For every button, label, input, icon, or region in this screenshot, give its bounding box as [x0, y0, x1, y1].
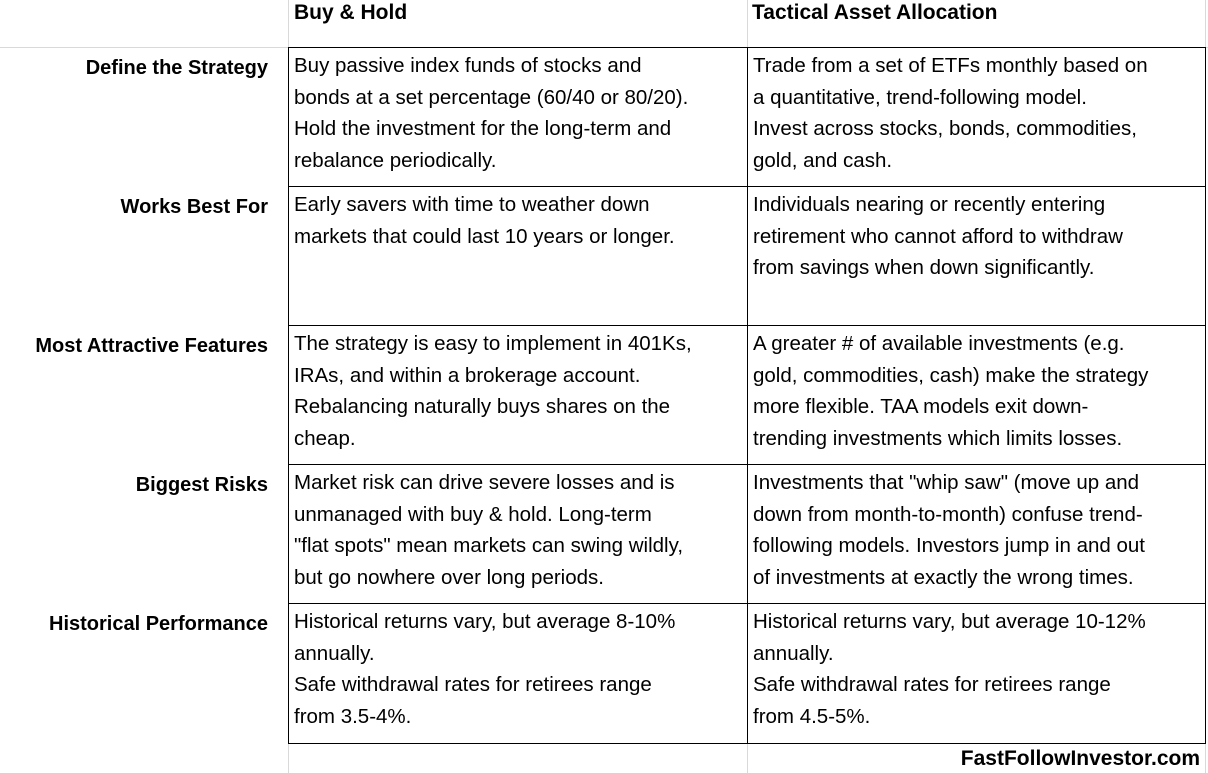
- cell-line: retirement who cannot afford to withdraw: [753, 224, 1123, 248]
- cell-line: Hold the investment for the long-term an…: [294, 117, 672, 140]
- cell-buy-hold-risks: Market risk can drive severe losses and …: [288, 464, 748, 604]
- cell-line: rebalance periodically.: [294, 148, 497, 172]
- cell-line: A greater # of available investments (e.…: [753, 332, 1125, 355]
- cell-taa-risks: Investments that "whip saw" (move up and…: [747, 464, 1206, 604]
- cell-line: bonds at a set percentage (60/40 or 80/2…: [294, 85, 689, 109]
- cell-line: Safe withdrawal rates for retirees range: [294, 673, 652, 696]
- cell-buy-hold-works-best-for: Early savers with time to weather down m…: [288, 186, 748, 326]
- cell-line: Investments that "whip saw" (move up and: [753, 471, 1140, 494]
- cell-taa-features: A greater # of available investments (e.…: [747, 325, 1206, 465]
- cell-line: cheap.: [294, 426, 356, 450]
- cell-line: markets that could last 10 years or long…: [294, 224, 675, 248]
- cell-line: Market risk can drive severe losses and …: [294, 471, 675, 494]
- cell-line: Historical returns vary, but average 10-…: [753, 610, 1146, 633]
- row-label-biggest-risks: Biggest Risks: [135, 474, 268, 496]
- cell-line: Individuals nearing or recently entering: [753, 193, 1106, 216]
- cell-taa-performance: Historical returns vary, but average 10-…: [747, 603, 1206, 744]
- cell-line: IRAs, and within a brokerage account.: [294, 363, 641, 387]
- cell-buy-hold-performance: Historical returns vary, but average 8-1…: [288, 603, 748, 744]
- cell-taa-define-strategy: Trade from a set of ETFs monthly based o…: [747, 47, 1206, 187]
- row-label-most-attractive-features: Most Attractive Features: [35, 335, 268, 357]
- cell-line: Safe withdrawal rates for retirees range: [753, 673, 1111, 696]
- cell-line: gold, and cash.: [753, 148, 893, 172]
- cell-line: Rebalancing naturally buys shares on the: [294, 395, 671, 418]
- site-credit: FastFollowInvestor.com: [960, 747, 1200, 770]
- cell-line: from savings when down significantly.: [753, 256, 1095, 279]
- cell-line: more flexible. TAA models exit down-: [753, 395, 1089, 418]
- cell-line: but go nowhere over long periods.: [294, 565, 604, 589]
- cell-line: from 3.5-4%.: [294, 704, 412, 728]
- cell-line: The strategy is easy to implement in 401…: [294, 332, 692, 355]
- cell-line: down from month-to-month) confuse trend-: [753, 502, 1143, 526]
- cell-line: "flat spots" mean markets can swing wild…: [294, 534, 684, 557]
- row-label-works-best-for: Works Best For: [120, 196, 268, 218]
- cell-line: annually.: [294, 641, 375, 665]
- cell-line: unmanaged with buy & hold. Long-term: [294, 502, 652, 526]
- cell-line: following models. Investors jump in and …: [753, 534, 1145, 557]
- cell-buy-hold-features: The strategy is easy to implement in 401…: [288, 325, 748, 465]
- cell-line: gold, commodities, cash) make the strate…: [753, 363, 1149, 387]
- cell-line: Historical returns vary, but average 8-1…: [294, 610, 676, 633]
- row-label-historical-performance: Historical Performance: [49, 613, 268, 635]
- row-label-define-the-strategy: Define the Strategy: [85, 57, 268, 79]
- cell-line: Early savers with time to weather down: [294, 193, 650, 216]
- cell-line: of investments at exactly the wrong time…: [753, 565, 1134, 589]
- cell-line: a quantitative, trend-following model.: [753, 85, 1087, 109]
- cell-line: Invest across stocks, bonds, commodities…: [753, 117, 1137, 140]
- cell-buy-hold-define-strategy: Buy passive index funds of stocks and bo…: [288, 47, 748, 187]
- cell-line: trending investments which limits losses…: [753, 426, 1123, 450]
- cell-taa-works-best-for: Individuals nearing or recently entering…: [747, 186, 1206, 326]
- cell-line: Buy passive index funds of stocks and: [294, 54, 642, 77]
- cell-line: Trade from a set of ETFs monthly based o…: [753, 54, 1148, 77]
- cell-line: from 4.5-5%.: [753, 704, 871, 728]
- column-header-tactical-asset-allocation: Tactical Asset Allocation: [752, 1, 998, 24]
- column-header-buy-hold: Buy & Hold: [294, 1, 408, 24]
- cell-line: annually.: [753, 641, 834, 665]
